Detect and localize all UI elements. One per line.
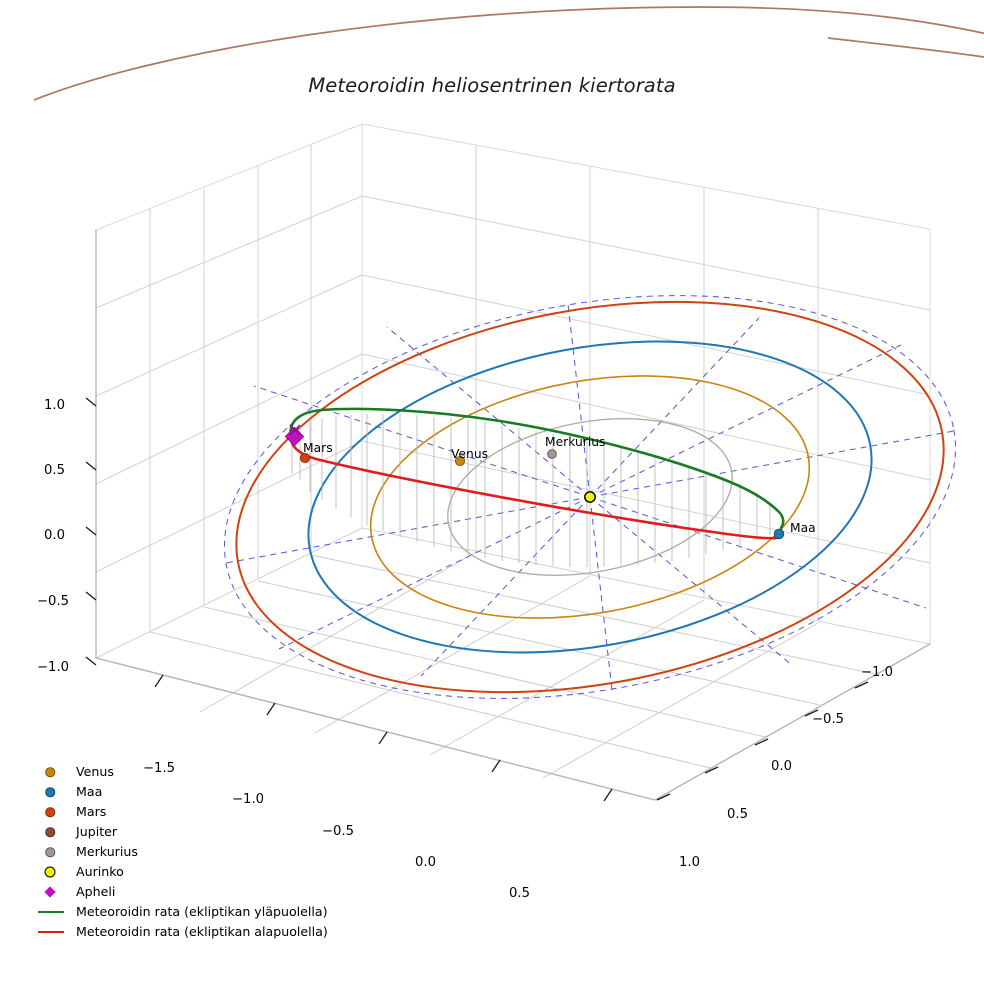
z-tick-label-0: 1.0 xyxy=(44,398,65,413)
page-title: Meteoroidin heliosentrinen kiertorata xyxy=(308,74,676,97)
legend-item-jupiter[interactable]: Jupiter xyxy=(36,822,356,842)
axis-spines xyxy=(95,230,931,801)
orbit-merkurius xyxy=(447,418,733,576)
y-tick-label-0: −1.0 xyxy=(861,665,894,680)
orbit-mars xyxy=(235,300,945,694)
y-tick-label-1: −0.5 xyxy=(812,712,845,727)
legend-item-orbit-below[interactable]: Meteoroidin rata (ekliptikan alapuolella… xyxy=(36,922,356,942)
legend-item-venus[interactable]: Venus xyxy=(36,762,356,782)
ecliptic-spokes xyxy=(225,303,955,691)
z-tick-label-2: 0.0 xyxy=(44,528,65,543)
x-tick-label-3: 0.0 xyxy=(415,855,436,870)
z-axis-ticks xyxy=(85,397,97,666)
jupiter-orbit xyxy=(33,6,984,101)
y-tick-label-2: 0.0 xyxy=(771,759,792,774)
legend-item-maa[interactable]: Maa xyxy=(36,782,356,802)
legend-label-mars: Mars xyxy=(76,803,107,819)
legend-marker-aurinko xyxy=(36,862,76,882)
z-tick-label-3: −0.5 xyxy=(37,594,70,609)
label-maa: Maa xyxy=(790,521,816,535)
z-tick-label-1: 0.5 xyxy=(44,463,65,478)
aphelion-cross-icon xyxy=(289,424,301,436)
marker-maa xyxy=(773,528,785,540)
z-tick-label-4: −1.0 xyxy=(37,660,70,675)
legend-label-orbit-above: Meteoroidin rata (ekliptikan yläpuolella… xyxy=(76,903,328,919)
orbit-maa xyxy=(307,340,873,654)
legend-item-aurinko[interactable]: Aurinko xyxy=(36,862,356,882)
ecliptic-outer-circle xyxy=(223,295,957,699)
marker-aurinko xyxy=(584,491,596,503)
marker-mars xyxy=(299,452,311,464)
y-axis-spine xyxy=(654,643,931,801)
legend-line-orbit-below xyxy=(36,922,76,942)
legend-marker-apheli xyxy=(36,882,76,902)
label-merkurius: Merkurius xyxy=(545,435,606,449)
legend-label-jupiter: Jupiter xyxy=(76,823,118,839)
legend-label-venus: Venus xyxy=(76,763,114,779)
body-markers xyxy=(284,424,785,540)
y-tick-label-4: 1.0 xyxy=(679,855,700,870)
marker-venus xyxy=(454,455,466,467)
x-tick-label-1: −1.0 xyxy=(232,792,265,807)
legend: Venus Maa Mars Jupiter Merkurius xyxy=(36,762,356,942)
legend-item-apheli[interactable]: Apheli xyxy=(36,882,356,902)
x-tick-label-0: −1.5 xyxy=(143,761,176,776)
ecliptic-reference xyxy=(223,295,957,699)
legend-label-aurinko: Aurinko xyxy=(76,863,124,879)
legend-item-merkurius[interactable]: Merkurius xyxy=(36,842,356,862)
x-tick-label-2: −0.5 xyxy=(322,824,355,839)
legend-label-apheli: Apheli xyxy=(76,883,116,899)
label-mars: Mars xyxy=(303,441,333,455)
x-axis-ticks xyxy=(154,674,613,802)
legend-item-orbit-above[interactable]: Meteoroidin rata (ekliptikan yläpuolella… xyxy=(36,902,356,922)
legend-marker-venus xyxy=(36,762,76,782)
label-venus: Venus xyxy=(451,447,489,461)
meteoroid-stems xyxy=(291,414,771,567)
legend-label-merkurius: Merkurius xyxy=(76,843,138,859)
legend-line-orbit-above xyxy=(36,902,76,922)
x-axis-spine xyxy=(95,657,656,801)
legend-marker-mars xyxy=(36,802,76,822)
legend-label-maa: Maa xyxy=(76,783,103,799)
y-tick-label-3: 0.5 xyxy=(727,807,748,822)
meteoroid-path-above xyxy=(289,407,785,530)
planet-orbits xyxy=(235,300,945,694)
orbit-venus xyxy=(369,375,811,619)
x-tick-label-4: 0.5 xyxy=(509,886,530,901)
legend-marker-jupiter xyxy=(36,822,76,842)
marker-apheli xyxy=(284,426,305,447)
marker-merkurius xyxy=(547,449,557,459)
legend-marker-merkurius xyxy=(36,842,76,862)
y-axis-ticks xyxy=(656,681,869,801)
legend-item-mars[interactable]: Mars xyxy=(36,802,356,822)
legend-label-orbit-below: Meteoroidin rata (ekliptikan alapuolella… xyxy=(76,923,328,939)
pane-grid-group xyxy=(85,123,932,802)
legend-marker-maa xyxy=(36,782,76,802)
